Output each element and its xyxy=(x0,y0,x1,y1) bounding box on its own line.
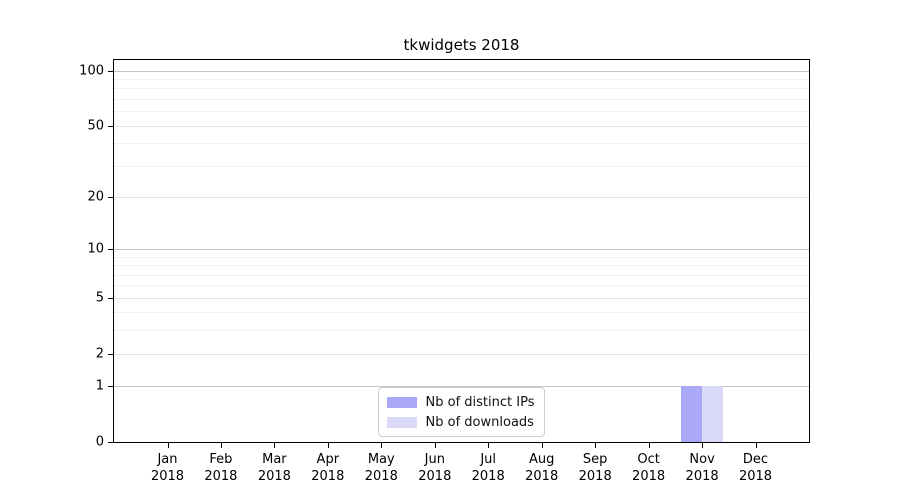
gridline-y-100 xyxy=(114,70,809,72)
legend-label-nb-of-downloads: Nb of downloads xyxy=(425,414,534,430)
x-tick-mark-feb xyxy=(220,443,222,448)
gridline-y-6 xyxy=(114,285,809,287)
y-tick-label-10: 10 xyxy=(87,241,104,257)
gridline-y-70 xyxy=(114,98,809,100)
chart-title: tkwidgets 2018 xyxy=(403,36,520,54)
y-tick-mark-0 xyxy=(108,442,113,443)
gridline-y-8 xyxy=(114,265,809,267)
x-tick-label-apr: Apr 2018 xyxy=(311,451,344,485)
x-tick-year: 2018 xyxy=(632,469,666,484)
legend-swatch-nb-of-distinct-ips xyxy=(386,396,417,408)
x-tick-mark-mar xyxy=(274,443,276,448)
y-tick-mark-5 xyxy=(108,297,113,299)
bar-nov-nb-of-downloads xyxy=(702,386,724,442)
y-tick-label-100: 100 xyxy=(79,63,104,78)
x-tick-label-may: May 2018 xyxy=(365,451,398,485)
y-tick-mark-2 xyxy=(108,353,113,355)
y-tick-label-20: 20 xyxy=(87,189,104,205)
x-tick-month: Aug xyxy=(528,452,555,467)
x-tick-mark-oct xyxy=(648,443,650,448)
y-tick-mark-100 xyxy=(108,70,113,72)
x-tick-month: May xyxy=(367,452,395,467)
x-tick-year: 2018 xyxy=(578,469,612,484)
gridline-y-7 xyxy=(114,274,809,276)
x-tick-label-mar: Mar 2018 xyxy=(258,451,291,485)
y-tick-mark-50 xyxy=(108,125,113,127)
x-tick-year: 2018 xyxy=(311,469,345,484)
y-tick-mark-20 xyxy=(108,196,113,198)
gridline-y-9 xyxy=(114,256,809,258)
gridline-y-50 xyxy=(114,125,809,127)
y-tick-mark-1 xyxy=(108,386,113,388)
x-tick-mark-jan xyxy=(167,443,169,448)
legend-swatch-nb-of-downloads xyxy=(386,416,417,428)
x-tick-month: Nov xyxy=(689,452,715,467)
gridline-y-2 xyxy=(114,353,809,355)
legend-row-nb-of-downloads: Nb of downloads xyxy=(386,412,535,432)
y-tick-label-50: 50 xyxy=(87,118,104,133)
x-tick-year: 2018 xyxy=(204,469,238,484)
x-tick-label-oct: Oct 2018 xyxy=(632,451,665,485)
x-tick-year: 2018 xyxy=(525,469,559,484)
gridline-y-1 xyxy=(114,386,809,388)
x-tick-mark-aug xyxy=(541,443,543,448)
x-tick-year: 2018 xyxy=(738,469,773,484)
x-tick-label-jun: Jun 2018 xyxy=(418,451,451,485)
gridline-y-40 xyxy=(114,143,809,144)
x-tick-month: Mar xyxy=(262,452,287,467)
y-tick-label-0: 0 xyxy=(95,434,104,450)
x-tick-label-dec: Dec 2018 xyxy=(739,451,772,485)
gridline-y-60 xyxy=(114,111,809,112)
x-tick-label-feb: Feb 2018 xyxy=(204,451,237,485)
y-tick-label-2: 2 xyxy=(95,346,104,362)
gridline-y-20 xyxy=(114,196,809,198)
x-tick-year: 2018 xyxy=(364,469,398,484)
x-tick-month: Jan xyxy=(157,452,178,467)
x-tick-label-nov: Nov 2018 xyxy=(686,451,719,485)
x-tick-mark-nov xyxy=(702,443,704,448)
x-tick-label-sep: Sep 2018 xyxy=(579,451,612,485)
x-tick-mark-apr xyxy=(327,443,329,448)
x-tick-label-jul: Jul 2018 xyxy=(472,451,505,485)
gridline-y-5 xyxy=(114,297,809,299)
x-tick-year: 2018 xyxy=(418,469,452,484)
x-tick-mark-jul xyxy=(488,443,490,448)
x-tick-month: Dec xyxy=(742,452,769,467)
x-tick-mark-may xyxy=(381,443,383,448)
x-tick-month: Apr xyxy=(316,452,340,467)
y-tick-label-5: 5 xyxy=(95,290,104,306)
bar-nov-nb-of-distinct-ips xyxy=(680,386,703,442)
x-tick-label-jan: Jan 2018 xyxy=(151,451,184,485)
x-tick-mark-jun xyxy=(434,443,436,448)
gridline-y-4 xyxy=(114,312,809,314)
x-tick-month: Sep xyxy=(582,452,608,467)
plot-area: 0 1 2 5 10 20 50 100 Jan 2018 Feb 2018 Mar 2018 Apr 201… xyxy=(79,59,810,484)
x-tick-year: 2018 xyxy=(471,469,505,484)
x-tick-month: Jun xyxy=(424,452,445,467)
legend-label-nb-of-distinct-ips: Nb of distinct IPs xyxy=(425,394,535,410)
y-tick-label-1: 1 xyxy=(95,378,104,394)
x-tick-year: 2018 xyxy=(257,469,291,484)
legend: Nb of distinct IPs Nb of downloads xyxy=(377,387,546,437)
x-tick-month: Oct xyxy=(637,452,660,467)
x-tick-label-aug: Aug 2018 xyxy=(525,451,558,485)
x-tick-month: Jul xyxy=(480,452,497,467)
x-tick-mark-sep xyxy=(595,443,597,448)
gridline-y-80 xyxy=(114,88,809,90)
gridline-y-30 xyxy=(114,165,809,167)
y-tick-mark-10 xyxy=(108,249,113,250)
gridline-y-90 xyxy=(114,78,809,80)
x-tick-year: 2018 xyxy=(685,469,719,484)
gridline-y-10 xyxy=(114,249,809,250)
x-tick-month: Feb xyxy=(209,452,233,467)
gridline-y-3 xyxy=(114,330,809,332)
x-tick-year: 2018 xyxy=(150,469,185,484)
x-tick-mark-dec xyxy=(755,443,757,448)
legend-row-nb-of-distinct-ips: Nb of distinct IPs xyxy=(386,392,535,412)
